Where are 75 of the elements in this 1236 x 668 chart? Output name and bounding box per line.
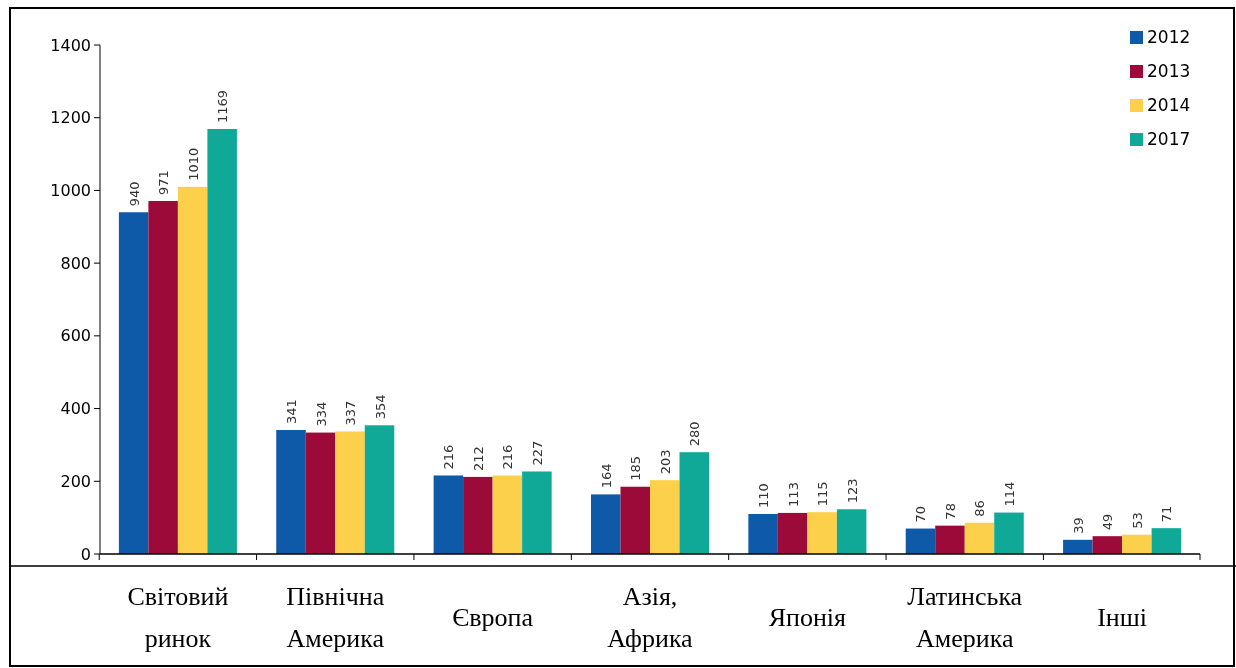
- bar: [1063, 539, 1093, 554]
- y-tick-label: 600: [60, 326, 91, 346]
- bar: [905, 528, 936, 554]
- data-label: 110: [756, 483, 772, 509]
- bar: [1151, 528, 1182, 554]
- data-label: 164: [598, 463, 614, 489]
- data-label: 49: [1100, 513, 1116, 531]
- bar: [1092, 536, 1123, 554]
- bar: [994, 512, 1024, 554]
- legend-label: 2012: [1147, 26, 1191, 47]
- data-label: 334: [313, 401, 329, 427]
- bar: [335, 431, 365, 554]
- bar: [118, 212, 149, 554]
- data-label: 280: [687, 421, 703, 447]
- data-label: 203: [657, 449, 673, 475]
- y-tick-label: 1000: [50, 181, 91, 201]
- y-tick-label: 400: [60, 399, 91, 419]
- data-label: 185: [628, 455, 644, 481]
- legend-label: 2014: [1147, 94, 1191, 115]
- x-tick-label: Світовий ринок: [127, 582, 229, 653]
- bar: [148, 200, 178, 554]
- x-tick-label: Інші: [1097, 603, 1148, 632]
- data-label: 115: [815, 481, 831, 507]
- data-label: 53: [1129, 512, 1145, 529]
- x-tick-label: Європа: [452, 603, 534, 632]
- data-label: 123: [844, 478, 860, 504]
- data-label: 940: [126, 181, 142, 207]
- data-label: 216: [441, 444, 457, 470]
- bar: [620, 486, 650, 554]
- data-label: 70: [913, 506, 929, 523]
- y-tick-label: 1400: [50, 35, 91, 55]
- y-tick-label: 200: [60, 471, 91, 491]
- bar: [364, 425, 395, 554]
- data-label: 71: [1159, 505, 1175, 523]
- bar: [777, 512, 808, 554]
- bar: [679, 452, 710, 554]
- legend-label: 2013: [1147, 60, 1191, 81]
- data-label: 216: [500, 444, 516, 470]
- bar: [276, 430, 306, 554]
- data-label: 971: [156, 170, 172, 195]
- x-tick-label: Північна Америка: [286, 582, 385, 653]
- data-label: 114: [1001, 481, 1017, 507]
- bar: [492, 475, 523, 554]
- bar: [522, 471, 552, 554]
- data-label: 1169: [215, 89, 231, 123]
- data-label: 86: [972, 500, 988, 517]
- y-tick-label: 0: [80, 544, 91, 564]
- bar: [177, 186, 208, 554]
- data-label: 337: [343, 400, 359, 426]
- bar: [590, 494, 621, 554]
- data-label: 1010: [185, 147, 201, 181]
- data-label: 212: [470, 446, 486, 471]
- bar: [650, 480, 680, 554]
- data-label: 227: [529, 440, 545, 466]
- x-tick-label: Азія, Африка: [607, 582, 694, 653]
- y-tick-label: 800: [60, 253, 91, 273]
- bar: [433, 475, 464, 554]
- data-label: 354: [372, 394, 388, 420]
- data-label: 341: [284, 399, 300, 425]
- x-tick-label: Латинська Америка: [907, 582, 1023, 653]
- x-tick-label: Японія: [768, 603, 847, 632]
- bar: [748, 514, 778, 554]
- bar: [935, 525, 965, 554]
- y-tick-label: 1200: [50, 108, 91, 128]
- bar: [1122, 534, 1152, 554]
- data-label: 78: [942, 503, 958, 520]
- bar: [836, 509, 867, 554]
- bar: [207, 128, 237, 554]
- data-label: 39: [1070, 517, 1086, 534]
- bar: [305, 432, 336, 554]
- bar: [807, 512, 837, 554]
- data-label: 113: [785, 482, 801, 507]
- bar: [463, 476, 493, 554]
- bar: [964, 522, 995, 554]
- legend-label: 2017: [1147, 128, 1191, 149]
